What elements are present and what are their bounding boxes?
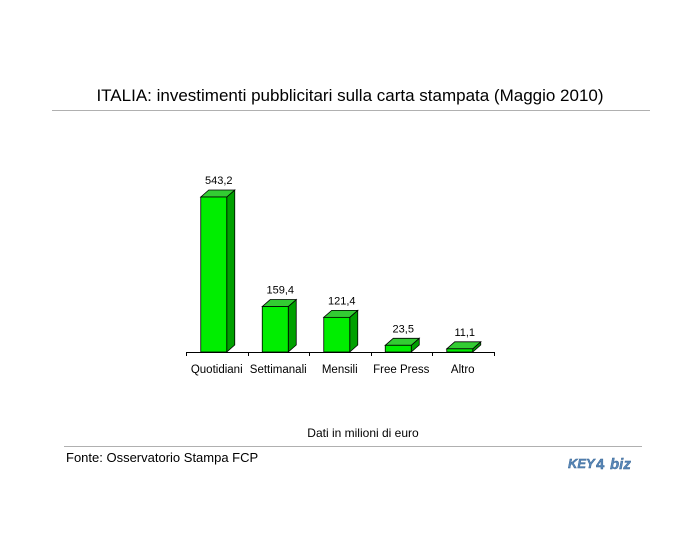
svg-text:biz: biz <box>610 456 631 473</box>
bar-side-settimanali <box>287 298 297 353</box>
key4biz-logo: KEY 4 biz <box>568 456 632 473</box>
data-label: 11,1 <box>454 327 475 339</box>
data-label: 543,2 <box>205 175 233 187</box>
category-label: Free Press <box>373 364 429 376</box>
data-label: 23,5 <box>393 323 414 335</box>
svg-text:4: 4 <box>596 456 605 473</box>
svg-text:KEY: KEY <box>568 456 596 471</box>
bar-chart: 543,2 Quotidiani 159,4 Settimanali 121,4 Mens… <box>186 175 495 376</box>
category-label: Settimanali <box>250 364 307 376</box>
bar-mensili <box>323 316 351 353</box>
bar-free-press <box>384 344 412 353</box>
source-text: Fonte: Osservatorio Stampa FCP <box>66 450 259 465</box>
data-label: 121,4 <box>328 295 356 307</box>
data-label: 159,4 <box>266 285 294 297</box>
bar-settimanali <box>261 306 289 353</box>
bar-altro <box>446 348 474 353</box>
bar-quotidiani <box>200 196 228 353</box>
unit-note: Dati in milioni di euro <box>307 426 419 440</box>
title-divider <box>52 110 650 111</box>
footer-divider <box>64 446 642 447</box>
bar-side-quotidiani <box>226 189 236 353</box>
category-label: Quotidiani <box>191 364 243 376</box>
category-label: Mensili <box>322 364 358 376</box>
category-label: Altro <box>451 364 475 376</box>
chart-title: ITALIA: investimenti pubblicitari sulla … <box>96 86 604 105</box>
